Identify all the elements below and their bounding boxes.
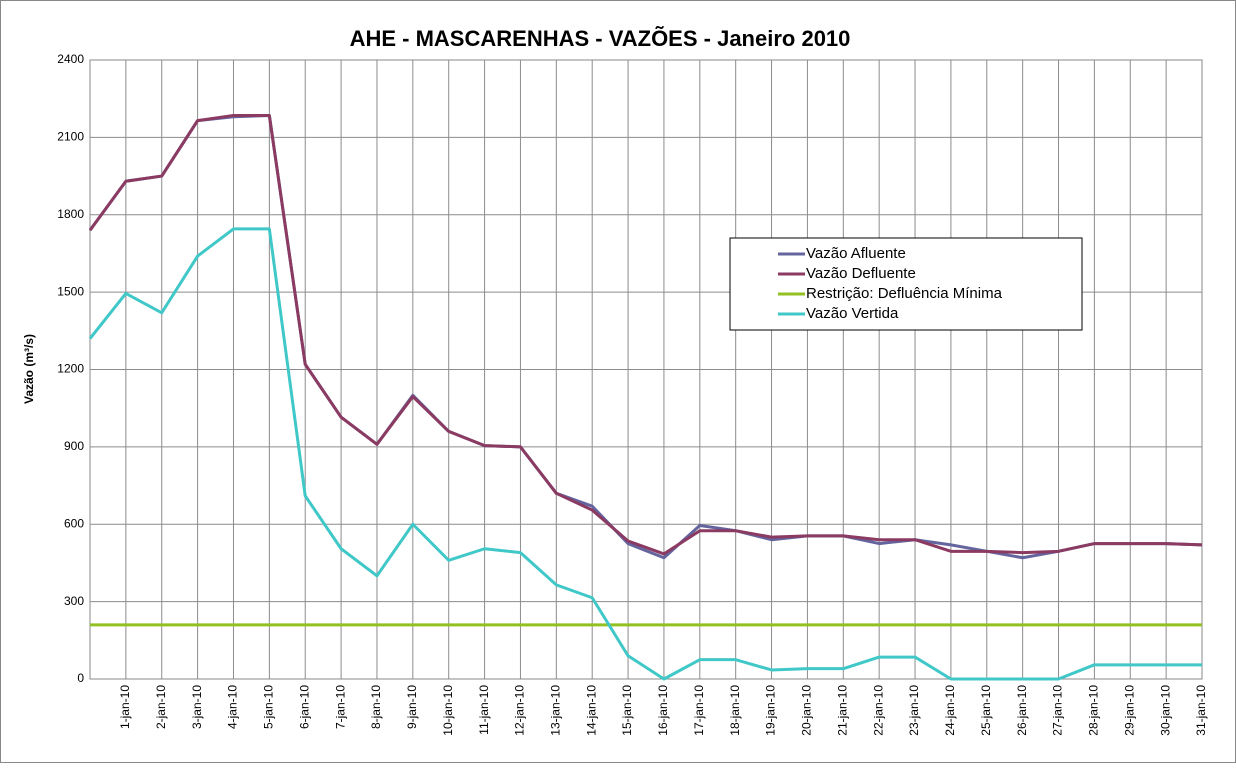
legend-label: Restrição: Defluência Mínima — [806, 285, 1003, 302]
x-tick-label: 19-jan-10 — [764, 685, 778, 736]
x-tick-label: 7-jan-10 — [333, 685, 347, 729]
x-tick-label: 14-jan-10 — [584, 685, 598, 736]
y-tick-label: 2100 — [57, 130, 84, 144]
x-tick-label: 24-jan-10 — [943, 685, 957, 736]
y-tick-label: 600 — [64, 516, 84, 530]
x-tick-label: 23-jan-10 — [907, 685, 921, 736]
x-tick-label: 12-jan-10 — [513, 685, 527, 736]
y-tick-label: 900 — [64, 439, 84, 453]
x-tick-label: 10-jan-10 — [441, 685, 455, 736]
y-tick-label: 1200 — [57, 362, 84, 376]
legend-label: Vazão Defluente — [806, 265, 916, 282]
x-tick-label: 6-jan-10 — [297, 685, 311, 729]
legend-label: Vazão Vertida — [806, 305, 899, 322]
x-tick-label: 22-jan-10 — [871, 685, 885, 736]
x-tick-label: 26-jan-10 — [1015, 685, 1029, 736]
x-tick-label: 31-jan-10 — [1194, 685, 1208, 736]
x-tick-label: 3-jan-10 — [190, 685, 204, 729]
series-line — [88, 227, 1202, 681]
x-tick-label: 13-jan-10 — [548, 685, 562, 736]
x-tick-label: 9-jan-10 — [405, 685, 419, 729]
chart-title: AHE - MASCARENHAS - VAZÕES - Janeiro 201… — [350, 26, 851, 51]
x-tick-label: 21-jan-10 — [835, 685, 849, 736]
x-tick-label: 2-jan-10 — [154, 685, 168, 729]
plot-border — [89, 59, 1203, 680]
x-tick-label: 25-jan-10 — [979, 685, 993, 736]
y-tick-label: 0 — [77, 671, 84, 685]
y-tick-label: 1500 — [57, 284, 84, 298]
x-tick-label: 18-jan-10 — [728, 685, 742, 736]
x-tick-label: 1-jan-10 — [118, 685, 132, 729]
x-tick-label: 15-jan-10 — [620, 685, 634, 736]
x-tick-label: 5-jan-10 — [262, 685, 276, 729]
x-tick-label: 11-jan-10 — [477, 685, 491, 735]
x-tick-label: 27-jan-10 — [1051, 685, 1065, 736]
x-tick-label: 29-jan-10 — [1122, 685, 1136, 736]
x-tick-label: 30-jan-10 — [1158, 685, 1172, 736]
x-tick-label: 17-jan-10 — [692, 685, 706, 736]
legend-label: Vazão Afluente — [806, 245, 906, 262]
x-tick-label: 4-jan-10 — [226, 685, 240, 729]
x-tick-label: 8-jan-10 — [369, 685, 383, 729]
y-tick-label: 300 — [64, 594, 84, 608]
series-line — [88, 113, 1203, 556]
y-tick-label: 1800 — [57, 207, 84, 221]
y-tick-label: 2400 — [57, 52, 84, 66]
x-tick-label: 16-jan-10 — [656, 685, 670, 736]
x-tick-label: 28-jan-10 — [1087, 685, 1101, 736]
y-axis-label: Vazão (m³/s) — [22, 334, 36, 404]
x-tick-label: 20-jan-10 — [800, 685, 814, 736]
